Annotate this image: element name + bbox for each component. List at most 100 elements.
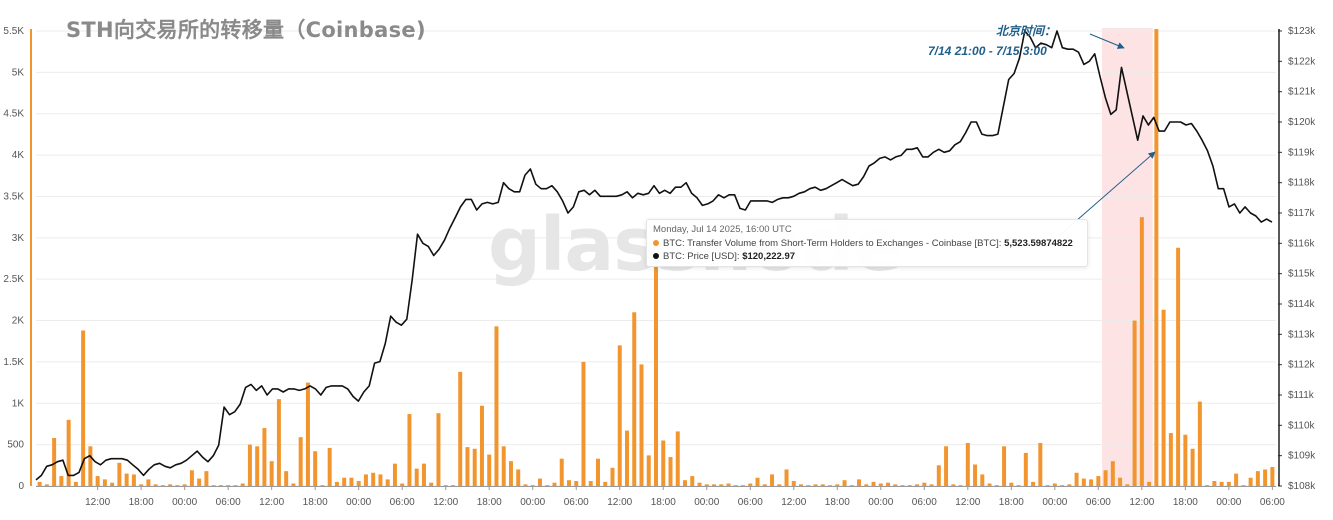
x-tick-label: 12:00: [955, 497, 980, 508]
right-tick-label: $113k: [1288, 329, 1316, 340]
x-tick-label: 18:00: [303, 497, 328, 508]
bar: [574, 481, 579, 486]
x-tick-label: 12:00: [607, 497, 632, 508]
bar: [900, 485, 905, 486]
annotation-arrow: [1089, 33, 1125, 49]
bar: [131, 474, 136, 486]
annotation-line2: 7/14 21:00 - 7/15 3:00: [928, 44, 1047, 58]
bar: [813, 484, 818, 486]
bar: [342, 477, 347, 486]
bar: [581, 361, 586, 486]
bar: [878, 483, 883, 486]
bar: [298, 437, 303, 486]
bar: [820, 484, 825, 486]
x-tick-label: 12:00: [1129, 497, 1154, 508]
right-tick-label: $111k: [1288, 390, 1315, 401]
bar: [146, 479, 151, 486]
bar: [784, 469, 789, 486]
tooltip-row-volume: BTC: Transfer Volume from Short-Term Hol…: [653, 238, 1073, 249]
bar: [552, 482, 557, 486]
bar: [646, 455, 651, 486]
left-tick-label: 5.5K: [3, 26, 24, 37]
bar: [654, 252, 658, 486]
bar: [871, 481, 876, 486]
chart-title: STH向交易所的转移量（Coinbase): [66, 18, 426, 42]
bar: [994, 485, 999, 486]
bar: [907, 485, 912, 486]
bar: [1038, 442, 1043, 486]
bar: [1197, 401, 1202, 486]
right-tick-label: $120k: [1288, 117, 1316, 128]
bar: [414, 468, 419, 486]
bar: [487, 454, 492, 486]
bar: [1241, 485, 1246, 486]
bar: [1060, 485, 1065, 486]
bar: [726, 483, 731, 486]
bar: [1089, 479, 1094, 486]
bar: [690, 476, 695, 486]
bar: [313, 451, 318, 486]
bar: [588, 481, 593, 486]
bar: [755, 477, 760, 486]
bar: [661, 440, 666, 486]
right-tick-label: $109k: [1288, 451, 1316, 462]
bar: [1081, 478, 1086, 486]
bar: [458, 371, 463, 486]
bar: [153, 484, 158, 486]
bar: [951, 484, 956, 486]
bar: [1205, 485, 1210, 486]
bar: [37, 481, 42, 486]
right-tick-label: $118k: [1288, 178, 1316, 189]
bar: [443, 485, 448, 486]
bar: [915, 484, 920, 486]
bar: [944, 446, 949, 486]
bar: [371, 472, 376, 486]
right-tick-label: $115k: [1288, 269, 1316, 280]
bar: [1074, 472, 1079, 486]
bar: [363, 474, 368, 486]
bar: [806, 485, 811, 486]
left-tick-label: 2.5K: [3, 274, 24, 285]
bar: [392, 463, 397, 486]
x-tick-label: 12:00: [433, 497, 458, 508]
x-tick-label: 06:00: [390, 497, 415, 508]
x-tick-label: 00:00: [1042, 497, 1067, 508]
bar: [712, 484, 717, 486]
bar: [95, 476, 100, 486]
bar: [610, 467, 615, 486]
left-tick-label: 0: [18, 481, 24, 492]
bar: [668, 457, 673, 486]
x-tick-label: 06:00: [1260, 497, 1285, 508]
bar: [1255, 471, 1260, 486]
bar: [52, 438, 57, 486]
bar: [886, 482, 891, 486]
right-tick-label: $116k: [1288, 238, 1316, 249]
bar: [305, 382, 310, 486]
x-tick-label: 06:00: [564, 497, 589, 508]
bar: [733, 485, 738, 486]
bar: [545, 485, 550, 486]
bar: [1002, 446, 1007, 486]
bar: [320, 485, 325, 486]
bar: [639, 364, 644, 486]
tooltip-series1-label: BTC: Transfer Volume from Short-Term Hol…: [663, 238, 1002, 249]
bar: [1176, 247, 1181, 486]
bar: [450, 485, 455, 486]
bar: [160, 485, 165, 486]
right-tick-label: $112k: [1288, 360, 1316, 371]
bar: [1067, 484, 1072, 486]
x-tick-label: 18:00: [825, 497, 850, 508]
bar: [603, 481, 608, 486]
right-tick-label: $119k: [1288, 147, 1316, 158]
bar: [218, 485, 223, 486]
bar: [828, 485, 833, 486]
bar: [204, 471, 209, 486]
bar: [1161, 309, 1166, 486]
tooltip-series1-value: 5,523.59874822: [1004, 238, 1073, 249]
bar: [269, 461, 274, 486]
bar: [211, 485, 216, 486]
bar: [842, 480, 847, 486]
bar: [1219, 481, 1224, 486]
bar: [59, 476, 64, 486]
